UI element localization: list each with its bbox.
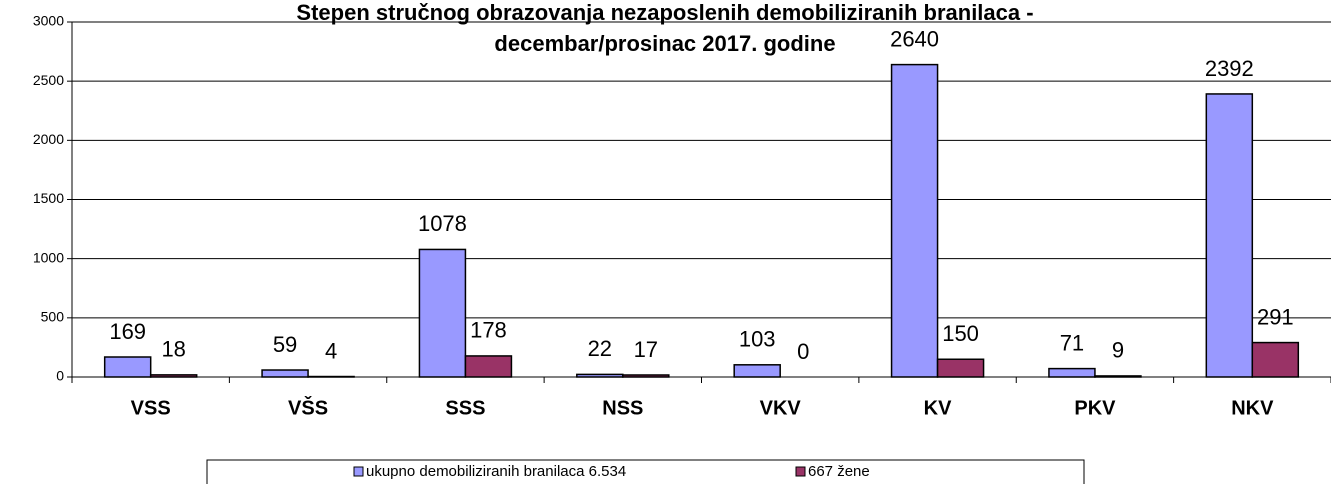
- data-label: 71: [1060, 330, 1084, 355]
- x-tick-label: NKV: [1231, 397, 1274, 419]
- x-tick-label: VSS: [131, 397, 171, 419]
- bar: [418, 248, 467, 378]
- bar: [103, 356, 152, 378]
- data-label: 2392: [1205, 56, 1254, 81]
- x-tick-label: VKV: [760, 397, 802, 419]
- bar: [622, 374, 670, 378]
- y-tick-label: 2000: [33, 131, 64, 147]
- data-label: 178: [470, 318, 507, 343]
- data-label: 9: [1112, 338, 1124, 363]
- bar: [149, 374, 198, 378]
- y-tick-label: 3000: [33, 13, 64, 29]
- data-label: 0: [797, 339, 809, 364]
- data-label: 150: [942, 321, 979, 346]
- chart-title: decembar/prosinac 2017. godine: [494, 31, 835, 56]
- bar: [464, 355, 513, 378]
- data-label: 22: [588, 336, 612, 361]
- data-label: 59: [273, 332, 297, 357]
- bar: [1048, 367, 1096, 378]
- data-label: 4: [325, 338, 337, 363]
- y-tick-label: 500: [41, 309, 65, 325]
- legend-label: ukupno demobiliziranih branilaca 6.534: [366, 463, 626, 480]
- data-label: 169: [109, 319, 146, 344]
- bar: [1205, 93, 1254, 378]
- legend-label: 667 žene: [808, 463, 870, 480]
- chart-title: Stepen stručnog obrazovanja nezaposlenih…: [296, 0, 1033, 25]
- data-label: 18: [161, 337, 185, 362]
- y-tick-label: 1500: [33, 190, 64, 206]
- legend-swatch: [795, 466, 806, 477]
- data-label: 2640: [890, 26, 939, 51]
- x-tick-label: KV: [924, 397, 952, 419]
- y-tick-label: 2500: [33, 72, 64, 88]
- bar: [1094, 375, 1142, 378]
- data-label: 291: [1257, 304, 1294, 329]
- y-tick-label: 0: [56, 368, 64, 384]
- bar: [733, 364, 781, 378]
- x-tick-label: SSS: [445, 397, 485, 419]
- bar: [261, 369, 309, 378]
- legend-swatch: [353, 466, 364, 477]
- legend-box: [206, 459, 1085, 484]
- bar: [576, 373, 624, 378]
- bar: [890, 63, 939, 378]
- bar: [1251, 341, 1300, 378]
- data-label: 1078: [418, 211, 467, 236]
- data-label: 17: [634, 337, 658, 362]
- bar: [936, 358, 985, 378]
- y-tick-label: 1000: [33, 249, 64, 265]
- x-tick-label: PKV: [1074, 397, 1116, 419]
- x-tick-label: VŠS: [288, 395, 328, 419]
- data-label: 103: [739, 327, 776, 352]
- x-tick-label: NSS: [602, 397, 643, 419]
